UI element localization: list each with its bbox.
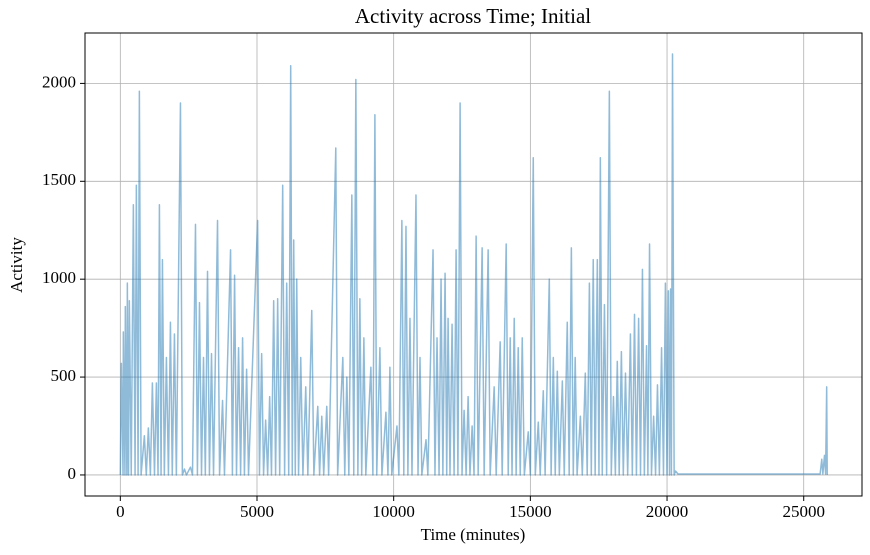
y-axis-label: Activity	[7, 237, 26, 293]
y-tick-label: 1500	[42, 170, 76, 189]
x-tick-label: 10000	[372, 502, 415, 521]
y-tick-label: 1000	[42, 268, 76, 287]
x-tick-label: 5000	[240, 502, 274, 521]
x-axis-label: Time (minutes)	[421, 525, 526, 544]
y-tick-label: 2000	[42, 72, 76, 91]
activity-line	[119, 53, 828, 476]
chart-title: Activity across Time; Initial	[355, 4, 591, 28]
x-tick-label: 20000	[646, 502, 689, 521]
y-tick-label: 0	[68, 464, 77, 483]
plot-frame	[84, 32, 863, 497]
x-tick-label: 0	[116, 502, 125, 521]
x-tick-label: 25000	[782, 502, 825, 521]
y-tick-label: 500	[51, 366, 77, 385]
x-tick-label: 15000	[509, 502, 552, 521]
